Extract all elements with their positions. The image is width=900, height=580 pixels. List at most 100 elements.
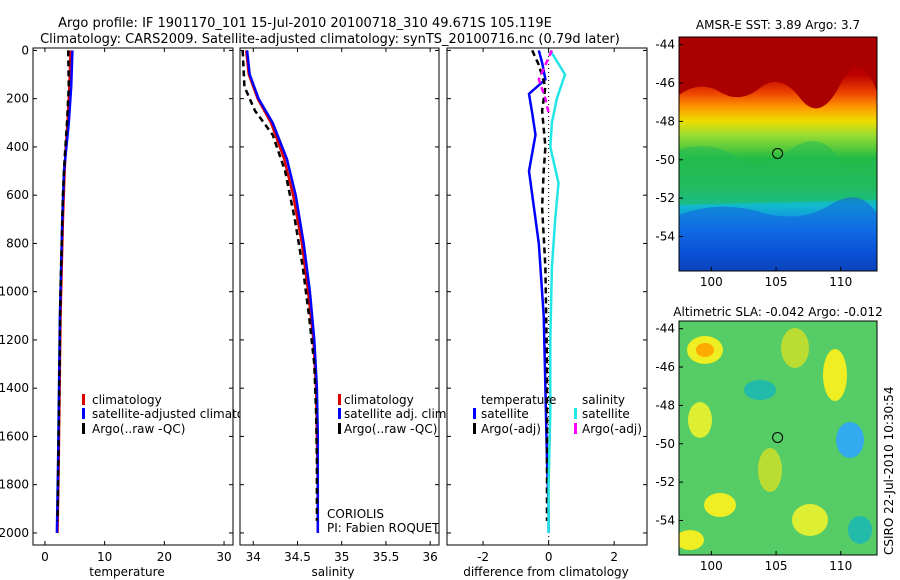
- x-tick-label: 10: [97, 550, 112, 564]
- temperature-axes-box: [32, 47, 234, 546]
- x-tick-label: 34.5: [284, 550, 311, 564]
- x-tick-label: 35.5: [373, 550, 400, 564]
- y-tick-label: -50: [655, 153, 675, 167]
- legend-label-satellite: satellite-adjusted climatology: [92, 407, 270, 421]
- float-source-label: CORIOLIS: [327, 507, 384, 521]
- x-tick-label: 0: [545, 550, 553, 564]
- x-tick-label: 20: [157, 550, 172, 564]
- sla-argo-location-marker: [772, 431, 784, 443]
- sla-map-panel: Altimetric SLA: -0.042 Argo: -0.012 100 1…: [655, 305, 882, 573]
- creation-stamp: CSIRO 22-Jul-2010 10:30:54: [882, 387, 896, 555]
- legend-label-sal-satellite: satellite: [582, 407, 630, 421]
- legend-swatch-climatology: [82, 394, 85, 405]
- float-pi-label: PI: Fabien ROQUET: [327, 521, 440, 535]
- temperature-xlabel: temperature: [89, 565, 164, 579]
- y-tick-label: -48: [655, 114, 675, 128]
- sla-high-anomaly: [696, 343, 714, 357]
- sst-warm-tongue: [679, 37, 877, 109]
- x-tick-label: 105: [765, 559, 788, 573]
- temperature-plot: 0 10 20 30 0 200 400 600 800 1000 1200 1400 1600 1800…: [0, 43, 233, 564]
- y-tick-label: 1400: [0, 381, 29, 395]
- legend-label-sal-argo: Argo(-adj): [582, 422, 642, 436]
- x-tick-label: 110: [829, 275, 852, 289]
- difference-panel: -2 0 2 difference from climatology tempera…: [446, 47, 648, 579]
- sla-low-anomaly: [836, 422, 864, 458]
- sla-high-anomaly: [781, 328, 809, 368]
- salinity-plot: 34 34.5 35 35.5 36: [240, 48, 439, 564]
- x-tick-label: 100: [700, 559, 723, 573]
- difference-plot: -2 0 2: [447, 48, 647, 564]
- legend-label-argo: Argo(..raw -QC): [92, 422, 185, 436]
- legend-header-salinity: salinity: [582, 393, 625, 407]
- y-tick-label: 800: [6, 236, 29, 250]
- series-line: [537, 49, 554, 114]
- y-tick-label: -52: [655, 191, 675, 205]
- y-tick-label: -54: [655, 513, 675, 527]
- y-tick-label: -48: [655, 398, 675, 412]
- legend-swatch-sal-argo: [574, 423, 577, 434]
- sla-high-anomaly: [688, 402, 712, 438]
- series-line: [531, 49, 549, 521]
- y-tick-label: 600: [6, 188, 29, 202]
- sst-green-band: [679, 141, 877, 205]
- x-tick-label: 0: [41, 550, 49, 564]
- legend-label-temp-argo: Argo(-adj): [481, 422, 541, 436]
- y-tick-label: 400: [6, 140, 29, 154]
- salinity-legend: climatology satellite adj. clim. Argo(..…: [338, 393, 450, 436]
- sst-cold-band: [679, 197, 877, 271]
- legend-label-climatology: climatology: [344, 393, 414, 407]
- y-tick-label: -46: [655, 360, 675, 374]
- sla-high-anomaly: [704, 493, 736, 517]
- sla-high-anomaly: [792, 504, 828, 536]
- sst-heatmap: [679, 37, 877, 271]
- legend-label-satellite: satellite adj. clim.: [344, 407, 450, 421]
- legend-swatch-climatology: [338, 394, 341, 405]
- x-tick-label: -2: [477, 550, 489, 564]
- y-tick-label: 200: [6, 92, 29, 106]
- temperature-legend: climatology satellite-adjusted climatolo…: [82, 393, 270, 436]
- sla-map-frame: [678, 320, 878, 556]
- sla-high-anomaly: [679, 530, 704, 550]
- sst-map-axes: 100 105 110 -44 -46 -48 -50 -52 -54: [655, 38, 852, 289]
- sla-high-anomaly: [758, 448, 782, 492]
- y-tick-label: -46: [655, 76, 675, 90]
- x-tick-label: 36: [423, 550, 438, 564]
- x-tick-label: 100: [700, 275, 723, 289]
- x-tick-label: 34: [246, 550, 261, 564]
- y-tick-label: 1800: [0, 478, 29, 492]
- x-tick-label: 2: [610, 550, 618, 564]
- legend-swatch-argo: [338, 423, 341, 434]
- y-tick-label: 1200: [0, 333, 29, 347]
- y-tick-label: -44: [655, 38, 675, 52]
- y-tick-label: 1000: [0, 285, 29, 299]
- legend-label-argo: Argo(..raw -QC): [344, 422, 437, 436]
- legend-swatch-temp-satellite: [473, 408, 476, 419]
- figure-title-line1: Argo profile: IF 1901170_101 15-Jul-2010…: [58, 16, 552, 31]
- sla-map-title: Altimetric SLA: -0.042 Argo: -0.012: [673, 305, 882, 319]
- series-line: [56, 50, 71, 521]
- legend-label-temp-satellite: satellite: [481, 407, 529, 421]
- y-tick-label: 1600: [0, 429, 29, 443]
- sla-heatmap: [679, 321, 877, 555]
- sst-map-title: AMSR-E SST: 3.89 Argo: 3.7: [696, 18, 860, 32]
- y-tick-label: 0: [21, 43, 29, 57]
- series-line: [547, 49, 567, 533]
- x-tick-label: 35: [334, 550, 349, 564]
- sst-argo-location-marker: [772, 147, 784, 159]
- legend-swatch-satellite: [338, 408, 341, 419]
- series-line: [241, 50, 319, 521]
- y-tick-label: -44: [655, 322, 675, 336]
- difference-legend: temperature salinity satellite Argo(-adj…: [473, 393, 642, 436]
- series-line: [245, 50, 320, 533]
- x-tick-label: 30: [216, 550, 231, 564]
- legend-swatch-temp-argo: [473, 423, 476, 434]
- legend-swatch-sal-satellite: [574, 408, 577, 419]
- sst-map-panel: AMSR-E SST: 3.89 Argo: 3.7 100 105 110 -44 -…: [655, 18, 878, 289]
- x-tick-label: 105: [765, 275, 788, 289]
- sla-low-anomaly: [848, 516, 872, 544]
- y-tick-label: -50: [655, 437, 675, 451]
- difference-xlabel: difference from climatology: [463, 565, 629, 579]
- sla-map-axes: 100 105 110 -44 -46 -48 -50 -52 -54: [655, 322, 852, 573]
- y-tick-label: -52: [655, 475, 675, 489]
